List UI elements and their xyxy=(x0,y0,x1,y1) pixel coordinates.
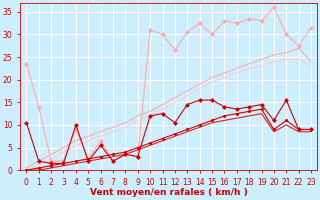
X-axis label: Vent moyen/en rafales ( km/h ): Vent moyen/en rafales ( km/h ) xyxy=(90,188,248,197)
